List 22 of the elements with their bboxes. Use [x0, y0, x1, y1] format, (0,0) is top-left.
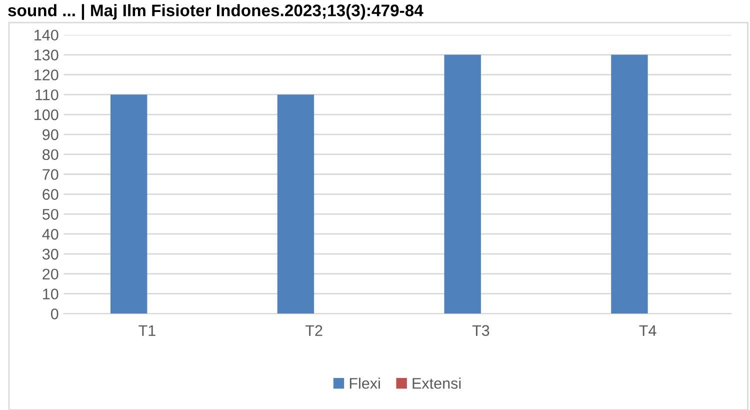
y-tick-label: 130 [34, 50, 58, 60]
x-tick-label: T4 [639, 325, 656, 336]
text: sound ... | Maj Ilm Fisioter Indones.2023;13(3):479-84 [8, 4, 424, 20]
legend-label: Extensi [412, 378, 461, 389]
y-tick-label: 10 [43, 288, 58, 300]
y-tick-label: 140 [34, 30, 58, 41]
y-tick-label: 100 [34, 109, 58, 120]
x-tick-label: T3 [472, 325, 490, 336]
y-tick-label: 0 [50, 308, 58, 320]
x-tick-label: T2 [305, 325, 322, 336]
legend-label: Flexi [350, 378, 380, 389]
y-tick-label: 60 [42, 189, 58, 200]
y-tick-label: 30 [42, 248, 58, 260]
y-tick-label: 120 [34, 70, 58, 80]
x-tick-label: T1 [138, 325, 156, 336]
y-tick-label: 50 [42, 208, 58, 220]
y-tick-label: 20 [42, 268, 58, 280]
y-tick-label: 90 [42, 129, 58, 140]
y-tick-label: 40 [42, 228, 58, 240]
y-tick-label: 110 [36, 89, 58, 100]
y-tick-label: 70 [42, 169, 58, 180]
y-tick-label: 80 [42, 149, 58, 160]
